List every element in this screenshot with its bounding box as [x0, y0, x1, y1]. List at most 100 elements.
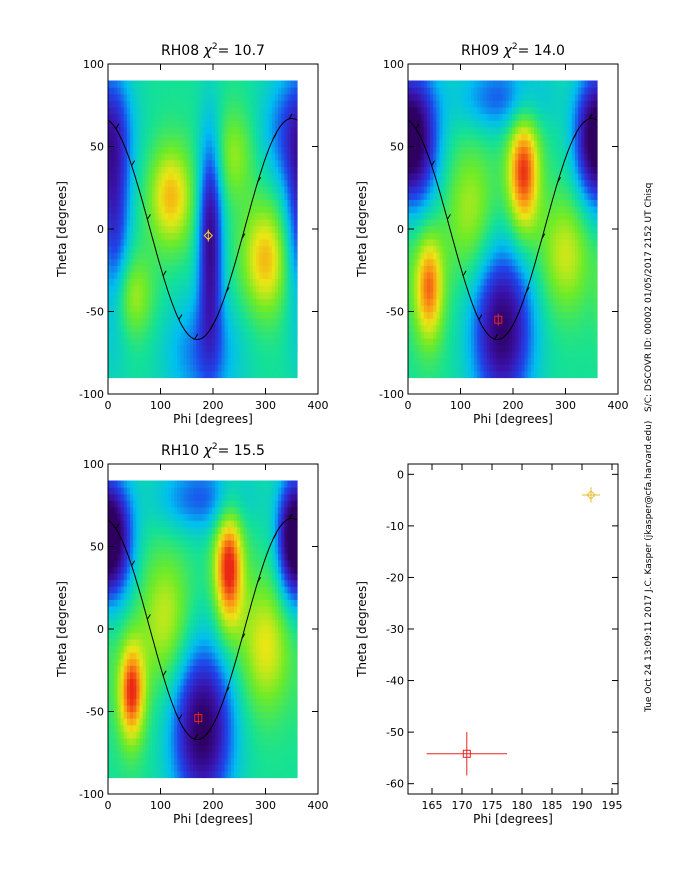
heatmap-cell: [442, 179, 447, 187]
heatmap-cell: [252, 106, 257, 115]
heatmap-cell: [562, 199, 567, 207]
heatmap-cell: [161, 245, 166, 253]
heatmap-cell: [227, 291, 232, 299]
heatmap-cell: [426, 265, 431, 273]
heatmap-cell: [287, 172, 292, 181]
heatmap-cell: [215, 225, 219, 233]
heatmap-cell: [408, 285, 412, 293]
heatmap-cell: [549, 146, 554, 154]
heatmap-cell: [480, 285, 485, 293]
heatmap-cell: [281, 331, 285, 339]
heatmap-cell: [221, 153, 226, 161]
heatmap-cell: [552, 324, 557, 332]
heatmap-cell: [246, 298, 251, 306]
heatmap-cell: [549, 337, 554, 346]
heatmap-cell: [420, 331, 425, 339]
heatmap-cell: [120, 278, 125, 286]
heatmap-cell: [130, 337, 134, 346]
heatmap-cell: [411, 153, 415, 161]
heatmap-cell: [518, 225, 522, 233]
heatmap-cell: [471, 238, 475, 247]
heatmap-cell: [515, 285, 519, 293]
heatmap-cell: [227, 364, 232, 372]
heatmap-cell: [483, 113, 488, 121]
heatmap-cell: [218, 331, 222, 339]
heatmap-cell: [455, 298, 459, 306]
heatmap-cell: [426, 318, 431, 326]
heatmap-cell: [552, 278, 557, 286]
heatmap-cell: [145, 232, 150, 240]
heatmap-cell: [423, 265, 428, 273]
heatmap-cell: [430, 219, 434, 227]
heatmap-cell: [552, 245, 557, 253]
heatmap-cell: [508, 153, 513, 161]
heatmap-cell: [474, 298, 478, 306]
heatmap-cell: [221, 245, 226, 253]
heatmap-cell: [417, 304, 422, 313]
heatmap-cell: [530, 265, 535, 273]
heatmap-cell: [174, 219, 178, 227]
heatmap-cell: [224, 100, 229, 108]
heatmap-cell: [196, 113, 200, 121]
heatmap-cell: [502, 265, 507, 273]
heatmap-cell: [126, 291, 131, 299]
heatmap-cell: [524, 291, 529, 299]
heatmap-cell: [527, 258, 532, 266]
heatmap-cell: [142, 364, 147, 372]
heatmap-cell: [230, 219, 235, 227]
heatmap-cell: [164, 225, 169, 233]
heatmap-cell: [268, 285, 273, 293]
heatmap-cell: [186, 298, 191, 306]
heatmap-cell: [411, 146, 415, 154]
heatmap-cell: [414, 318, 419, 326]
heatmap-cell: [227, 80, 232, 88]
heatmap-cell: [496, 357, 500, 365]
heatmap-cell: [234, 106, 238, 115]
heatmap-cell: [524, 331, 529, 339]
heatmap-cell: [423, 298, 428, 306]
heatmap-cell: [537, 357, 541, 365]
heatmap-cell: [471, 80, 475, 88]
heatmap-cell: [234, 172, 238, 181]
heatmap-cell: [515, 172, 519, 181]
heatmap-cell: [477, 212, 482, 220]
heatmap-cell: [139, 357, 144, 365]
heatmap-cell: [546, 357, 551, 365]
heatmap-cell: [256, 318, 260, 326]
heatmap-cell: [186, 278, 191, 286]
heatmap-cell: [177, 205, 182, 214]
heatmap-cell: [414, 133, 419, 141]
heatmap-cell: [511, 192, 516, 200]
heatmap-cell: [252, 337, 257, 346]
heatmap-cell: [183, 192, 188, 200]
heatmap-cell: [420, 265, 425, 273]
heatmap-cell: [480, 357, 485, 365]
heatmap-cell: [171, 192, 175, 200]
heatmap-cell: [114, 232, 119, 240]
heatmap-cell: [274, 146, 279, 154]
heatmap-cell: [268, 146, 273, 154]
heatmap-cell: [278, 298, 282, 306]
heatmap-cell: [518, 238, 522, 247]
heatmap-cell: [158, 126, 163, 134]
heatmap-cell: [196, 133, 200, 141]
heatmap-cell: [268, 337, 273, 346]
heatmap-cell: [552, 172, 557, 181]
heatmap-cell: [142, 192, 147, 200]
heatmap-cell: [521, 285, 526, 293]
heatmap-cell: [278, 364, 282, 372]
heatmap-cell: [126, 139, 131, 148]
heatmap-cell: [474, 159, 478, 167]
heatmap-cell: [139, 318, 144, 326]
heatmap-cell: [464, 159, 469, 167]
heatmap-cell: [111, 120, 115, 128]
heatmap-cell: [477, 126, 482, 134]
heatmap-cell: [408, 100, 412, 108]
heatmap-cell: [148, 100, 153, 108]
heatmap-cell: [111, 351, 115, 359]
heatmap-cell: [152, 212, 156, 220]
heatmap-cell: [452, 113, 456, 121]
heatmap-cell: [208, 311, 213, 319]
heatmap-cell: [114, 172, 119, 181]
heatmap-cell: [130, 357, 134, 365]
